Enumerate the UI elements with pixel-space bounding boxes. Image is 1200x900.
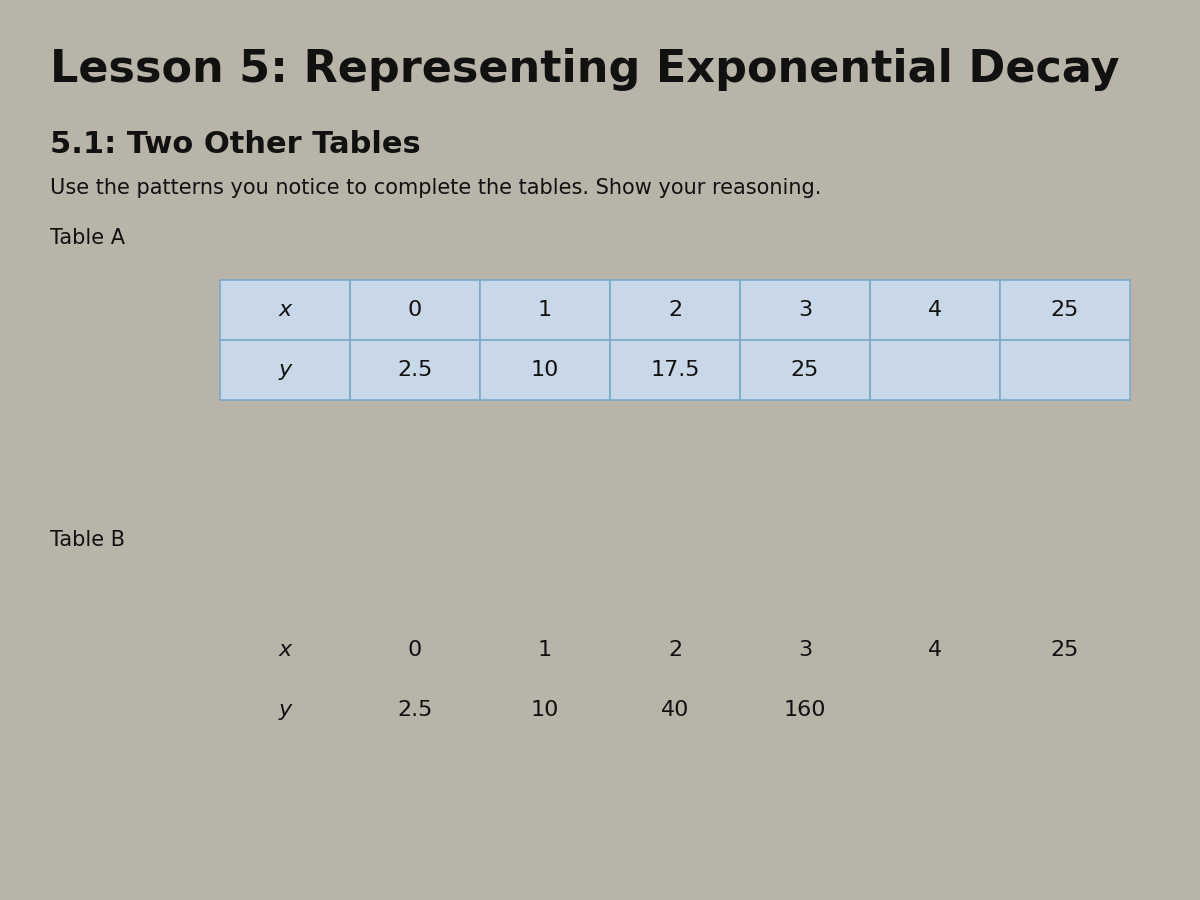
Text: x: x <box>278 640 292 660</box>
Bar <box>220 280 350 340</box>
Bar <box>870 280 1000 340</box>
Text: 2.5: 2.5 <box>397 360 433 380</box>
Text: 3: 3 <box>798 640 812 660</box>
Bar <box>740 280 870 340</box>
Bar <box>610 280 740 340</box>
Text: 160: 160 <box>784 700 827 720</box>
Bar <box>480 340 610 400</box>
Bar <box>870 340 1000 400</box>
Bar <box>740 340 870 400</box>
Text: 25: 25 <box>1051 640 1079 660</box>
Bar <box>610 340 740 400</box>
Text: 0: 0 <box>408 640 422 660</box>
Text: Use the patterns you notice to complete the tables. Show your reasoning.: Use the patterns you notice to complete … <box>50 178 821 198</box>
Text: 2: 2 <box>668 300 682 320</box>
Bar <box>350 280 480 340</box>
Text: 10: 10 <box>530 360 559 380</box>
Text: 4: 4 <box>928 300 942 320</box>
Text: 5.1: Two Other Tables: 5.1: Two Other Tables <box>50 130 421 159</box>
Bar <box>1000 280 1130 340</box>
Bar <box>350 340 480 400</box>
Text: Table A: Table A <box>50 228 125 248</box>
Text: y: y <box>278 360 292 380</box>
Text: y: y <box>278 700 292 720</box>
Text: 17.5: 17.5 <box>650 360 700 380</box>
Text: 4: 4 <box>928 640 942 660</box>
Text: 25: 25 <box>791 360 820 380</box>
Bar <box>480 280 610 340</box>
Text: Table B: Table B <box>50 530 125 550</box>
Text: 25: 25 <box>1051 300 1079 320</box>
Text: 1: 1 <box>538 640 552 660</box>
Text: 40: 40 <box>661 700 689 720</box>
Text: 0: 0 <box>408 300 422 320</box>
Text: 1: 1 <box>538 300 552 320</box>
Text: 10: 10 <box>530 700 559 720</box>
Text: 2.5: 2.5 <box>397 700 433 720</box>
Bar <box>220 340 350 400</box>
Text: x: x <box>278 300 292 320</box>
Text: Lesson 5: Representing Exponential Decay: Lesson 5: Representing Exponential Decay <box>50 48 1120 91</box>
Text: 2: 2 <box>668 640 682 660</box>
Text: 3: 3 <box>798 300 812 320</box>
Bar <box>1000 340 1130 400</box>
